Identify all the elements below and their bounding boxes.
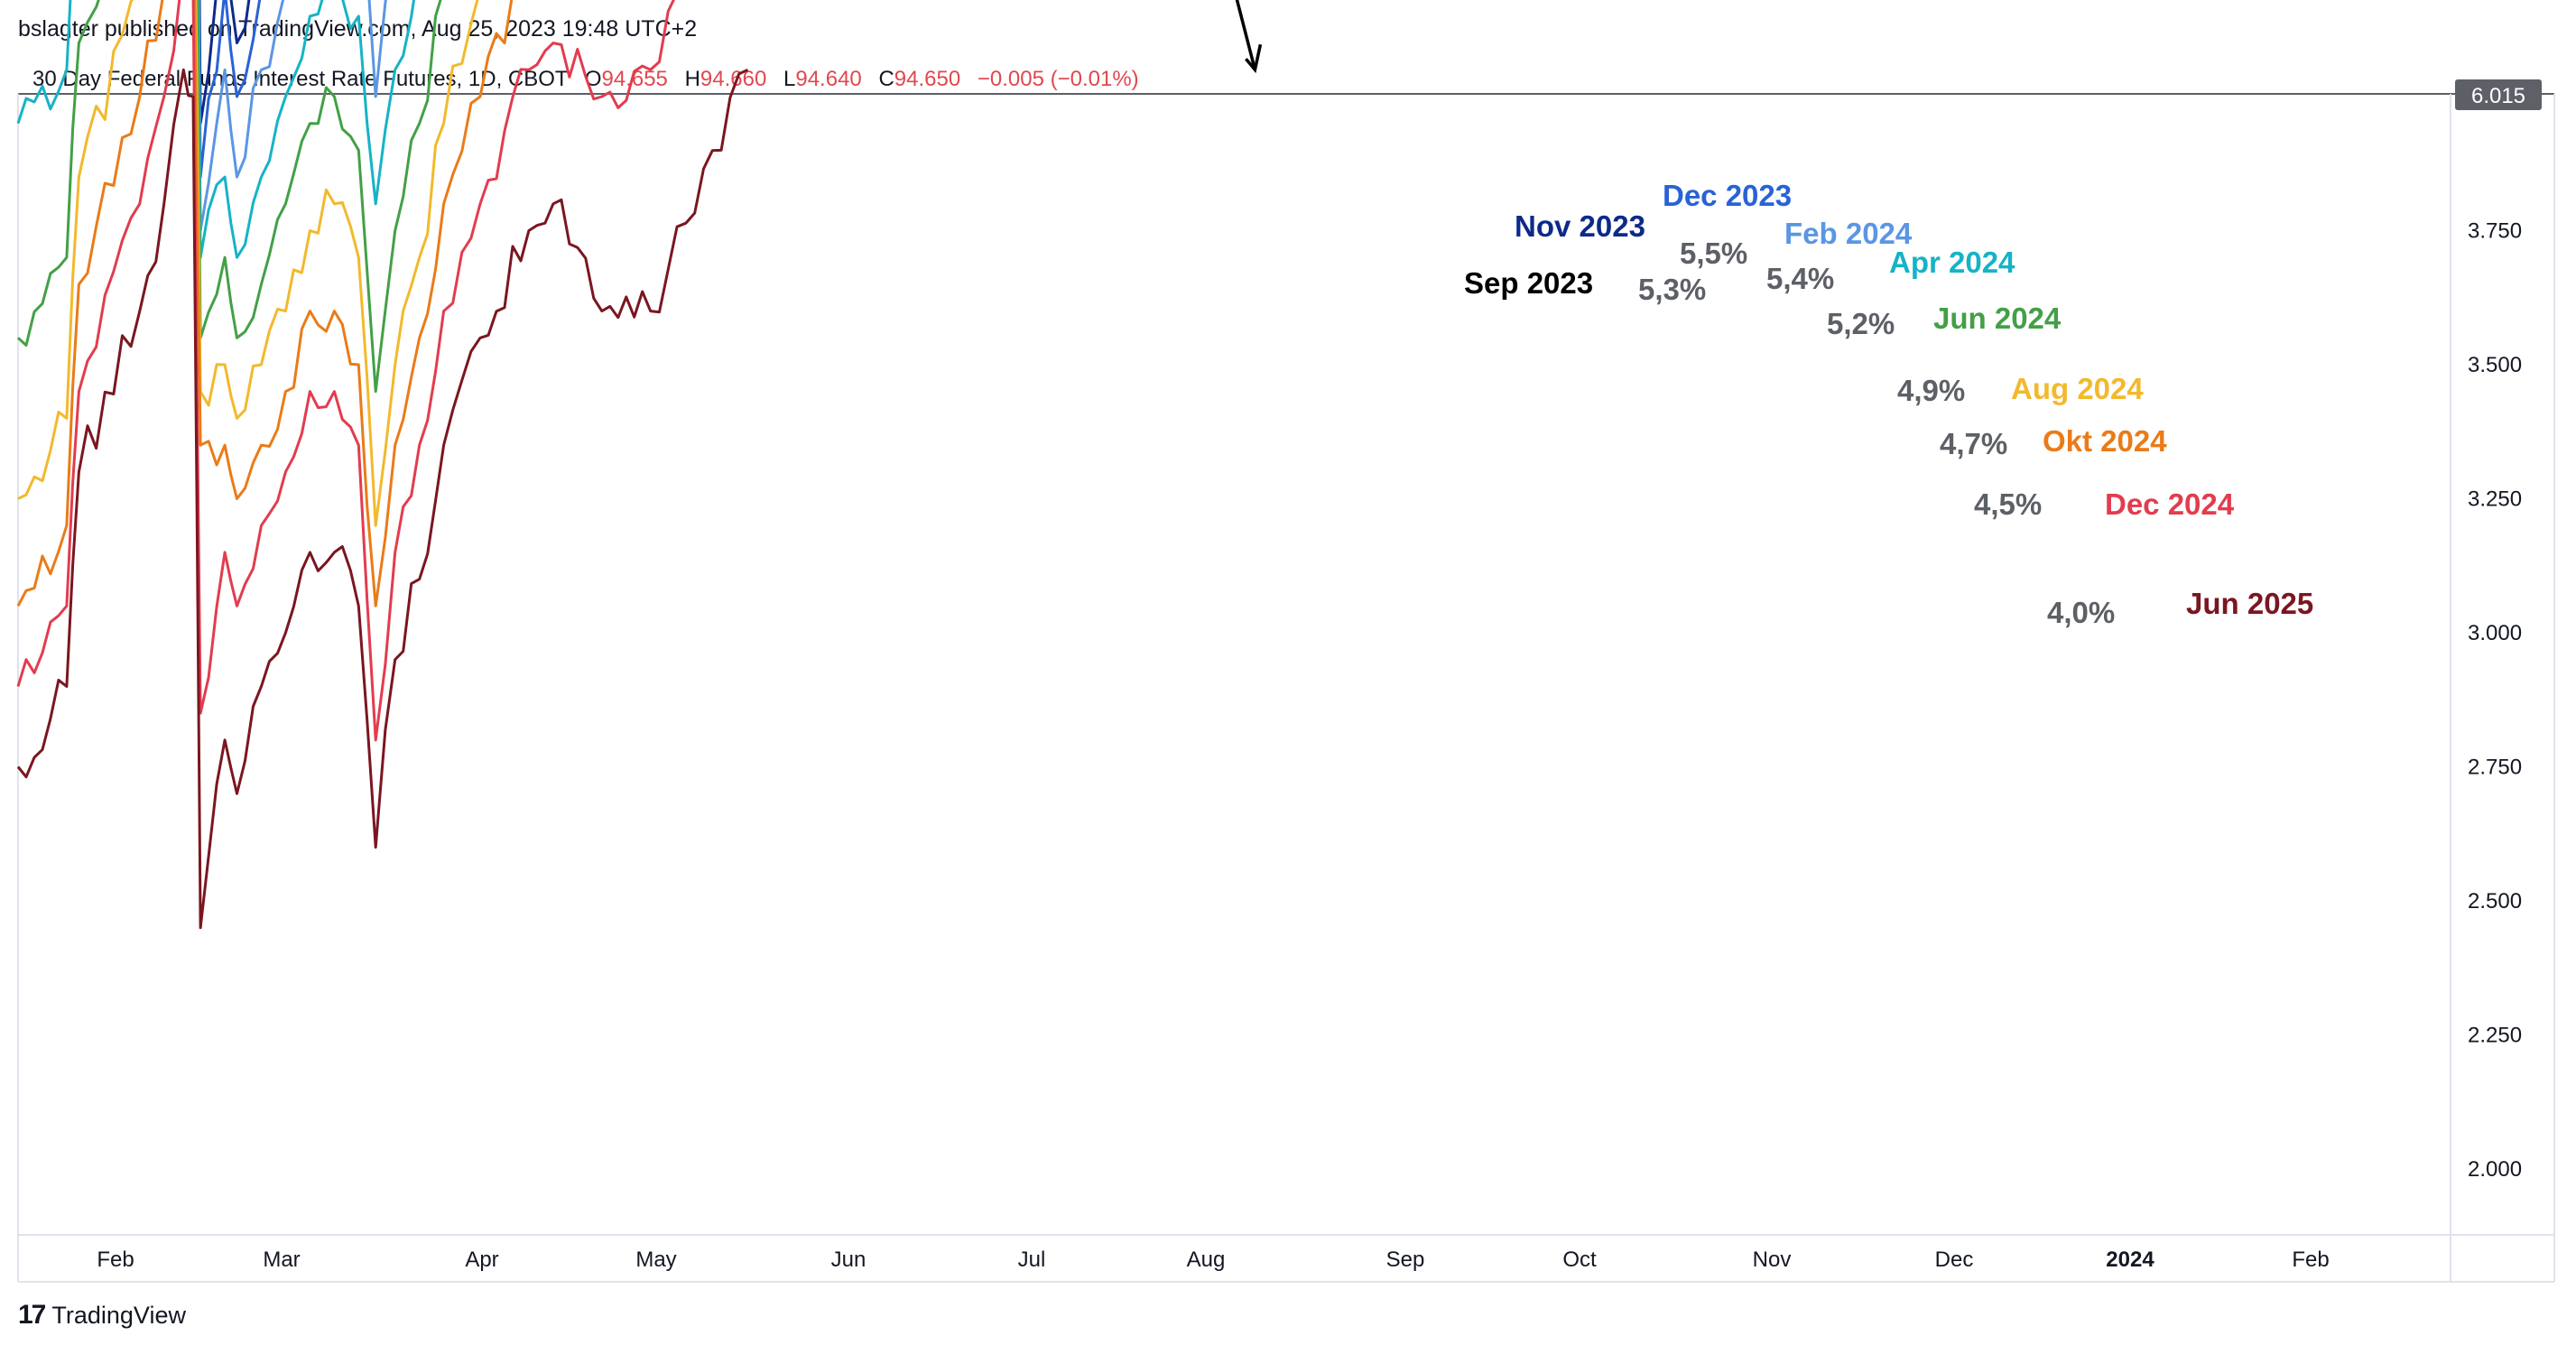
series-line-apr2024[interactable] bbox=[16, 0, 748, 259]
series-line-dec2024[interactable] bbox=[16, 0, 748, 742]
projection-arrowhead bbox=[1245, 43, 1263, 74]
series-line-okt2024[interactable] bbox=[16, 0, 748, 608]
projection-month-label: Dec 2024 bbox=[2105, 487, 2235, 521]
projection-rate-label: 5,3% bbox=[1638, 273, 1706, 306]
projection-month-label: Jun 2025 bbox=[2186, 587, 2313, 620]
x-tick-label: Feb bbox=[97, 1248, 134, 1272]
change-value: −0.005 (−0.01%) bbox=[977, 67, 1139, 91]
projection-rate-label: 5,4% bbox=[1766, 262, 1834, 295]
rate-projection: Sep 2023 5,3% Nov 2023 Dec 2023 5,5% Feb 2024… bbox=[894, 0, 2313, 629]
x-tick-label: Aug bbox=[1187, 1248, 1226, 1272]
x-tick-label: Mar bbox=[263, 1248, 300, 1272]
x-tick-label: Dec bbox=[1935, 1248, 1974, 1272]
tradingview-brand: TradingView bbox=[51, 1301, 186, 1329]
series-line-feb2024[interactable] bbox=[18, 0, 748, 232]
projection-month-label: Jun 2024 bbox=[1933, 301, 2062, 335]
close-label: C bbox=[878, 67, 894, 91]
low-label: L bbox=[783, 67, 796, 91]
projection-month-label: Dec 2023 bbox=[1663, 179, 1792, 212]
y-tick-label: 3.500 bbox=[2468, 353, 2522, 377]
x-tick-label: Nov bbox=[1753, 1248, 1792, 1272]
projection-month-label: Sep 2023 bbox=[1464, 266, 1593, 300]
x-tick-label: Sep bbox=[1386, 1248, 1425, 1272]
y-tick-label: 3.750 bbox=[2468, 219, 2522, 244]
chart-axes: 2.000 2.250 2.500 2.750 3.000 3.250 3.500 3.750… bbox=[17, 79, 2555, 1283]
x-tick-label: 2024 bbox=[2106, 1248, 2154, 1272]
y-tick-label: 2.250 bbox=[2468, 1024, 2522, 1048]
close-value: 94.650 bbox=[894, 67, 961, 91]
x-tick-label: May bbox=[635, 1248, 676, 1272]
projection-month-label: Apr 2024 bbox=[1889, 246, 2015, 279]
projection-month-label: Nov 2023 bbox=[1515, 209, 1645, 243]
x-tick-label: Apr bbox=[465, 1248, 498, 1272]
tradingview-mark-icon: 17 bbox=[18, 1300, 46, 1330]
projection-rate-label: 4,0% bbox=[2047, 596, 2115, 629]
projection-rate-label: 5,2% bbox=[1827, 307, 1895, 340]
x-tick-label: Jul bbox=[1018, 1248, 1046, 1272]
y-tick-label: 2.750 bbox=[2468, 756, 2522, 780]
projection-month-label: Okt 2024 bbox=[2043, 424, 2167, 458]
current-value-badge-bg bbox=[2455, 79, 2542, 110]
current-value-text: 6.015 bbox=[2471, 84, 2525, 108]
series-line-aug2024[interactable] bbox=[17, 0, 748, 527]
x-tick-label: Feb bbox=[2292, 1248, 2329, 1272]
tradingview-logo[interactable]: 17 TradingView bbox=[18, 1300, 186, 1331]
low-value: 94.640 bbox=[795, 67, 862, 91]
y-tick-label: 3.000 bbox=[2468, 621, 2522, 645]
price-chart[interactable]: 2.000 2.250 2.500 2.750 3.000 3.250 3.500 3.750… bbox=[0, 0, 2576, 1300]
series-line-jun2024[interactable] bbox=[16, 0, 748, 394]
projection-rate-label: 4,7% bbox=[1940, 427, 2007, 460]
x-tick-label: Jun bbox=[831, 1248, 866, 1272]
series-lines bbox=[16, 0, 749, 930]
current-value-badge: 6.015 bbox=[2455, 79, 2542, 110]
projection-rate-label: 5,5% bbox=[1680, 237, 1747, 270]
y-tick-label: 3.250 bbox=[2468, 487, 2522, 512]
series-line-jun2025[interactable] bbox=[16, 68, 749, 930]
symbol-name: 30 Day Federal Funds Interest Rate Futur… bbox=[32, 67, 569, 91]
y-tick-label: 2.500 bbox=[2468, 889, 2522, 914]
projection-curve[interactable] bbox=[894, 0, 1257, 70]
projection-month-label: Feb 2024 bbox=[1784, 217, 1913, 250]
high-label: H bbox=[684, 67, 700, 91]
symbol-legend[interactable]: 30 Day Federal Funds Interest Rate Futur… bbox=[32, 67, 1139, 92]
projection-month-label: Aug 2024 bbox=[2011, 372, 2144, 405]
projection-rate-label: 4,5% bbox=[1974, 487, 2042, 521]
projection-rate-label: 4,9% bbox=[1897, 374, 1965, 407]
y-tick-label: 2.000 bbox=[2468, 1157, 2522, 1182]
x-tick-label: Oct bbox=[1562, 1248, 1597, 1272]
publisher-header: bslagter published on TradingView.com, A… bbox=[18, 16, 698, 42]
